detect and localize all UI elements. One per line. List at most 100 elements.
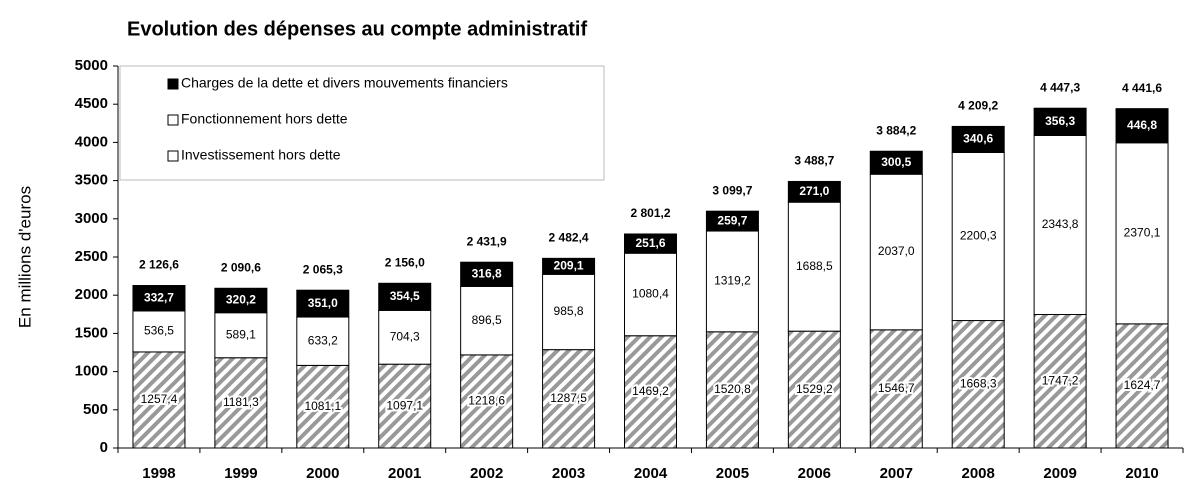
value-label: 351,0 (308, 296, 338, 310)
value-label: 1668,3 (960, 376, 997, 390)
x-tick-label: 2004 (634, 465, 668, 482)
total-label: 3 099,7 (712, 183, 752, 197)
value-label: 1520,8 (714, 382, 751, 396)
y-tick-label: 4500 (75, 95, 108, 112)
value-label: 1529,2 (796, 382, 833, 396)
legend-label: Fonctionnement hors dette (181, 111, 348, 127)
bar-segment (214, 287, 268, 314)
x-tick-label: 2002 (470, 465, 503, 482)
bar-segment (951, 320, 1005, 449)
value-label: 2037,0 (878, 244, 915, 258)
x-tick-label: 1998 (142, 465, 175, 482)
value-label: 1081,1 (304, 399, 341, 413)
value-label: 896,5 (472, 313, 502, 327)
bar-segment (378, 363, 432, 449)
y-tick-label: 4000 (75, 133, 108, 150)
total-label: 4 209,2 (958, 99, 998, 113)
value-label: 271,0 (799, 184, 829, 198)
value-label: 446,8 (1127, 118, 1157, 132)
value-label: 354,5 (390, 289, 420, 303)
x-tick-label: 2003 (552, 465, 585, 482)
value-label: 536,5 (144, 324, 174, 338)
y-tick-label: 1000 (75, 363, 108, 380)
chart-title: Evolution des dépenses au compte adminis… (127, 18, 587, 40)
x-tick-label: 2005 (716, 465, 749, 482)
bar-segment (214, 312, 268, 359)
bar-segment (378, 282, 432, 311)
bar-segment (624, 335, 677, 449)
legend-box (119, 65, 605, 181)
legend-swatch (167, 150, 179, 162)
total-label: 3 884,2 (876, 123, 916, 137)
value-label: 1097,1 (386, 398, 423, 412)
value-label: 300,5 (881, 155, 911, 169)
value-label: 985,8 (554, 304, 584, 318)
value-label: 1469,2 (632, 384, 669, 398)
legend-swatch (167, 114, 179, 126)
total-label: 2 482,4 (549, 231, 589, 245)
bar-segment (378, 309, 432, 365)
value-label: 316,8 (472, 266, 502, 280)
bar-segment (460, 354, 514, 449)
bar-segment (460, 285, 514, 356)
y-tick-label: 2000 (75, 286, 108, 303)
y-tick-label: 1500 (75, 324, 108, 341)
value-label: 2370,1 (1124, 226, 1161, 240)
bar-segment (296, 316, 350, 366)
value-label: 2200,3 (960, 229, 997, 243)
value-label: 1257,4 (141, 392, 178, 406)
bar-segment (624, 233, 677, 254)
x-tick-label: 2009 (1043, 465, 1076, 482)
value-label: 320,2 (226, 293, 256, 307)
y-tick-label: 2500 (75, 248, 108, 265)
bar-segment (214, 357, 268, 449)
bar-segment (132, 285, 186, 312)
value-label: 1080,4 (632, 287, 669, 301)
value-label: 704,3 (390, 329, 420, 343)
x-tick-label: 1999 (224, 465, 257, 482)
total-label: 2 156,0 (385, 255, 425, 269)
value-label: 259,7 (717, 213, 747, 227)
bar-segment (787, 201, 841, 332)
value-label: 1747,2 (1042, 373, 1079, 387)
legend-label: Investissement hors dette (181, 147, 341, 163)
bar-segment (542, 349, 596, 449)
bar-segment (542, 257, 596, 275)
total-label: 2 090,6 (221, 260, 261, 274)
bar-segment (296, 364, 350, 449)
total-label: 2 431,9 (467, 234, 507, 248)
value-label: 1624,7 (1124, 378, 1161, 392)
total-label: 4 441,6 (1122, 81, 1162, 95)
x-tick-label: 2006 (798, 465, 831, 482)
value-label: 589,1 (226, 327, 256, 341)
x-tick-label: 2007 (880, 465, 913, 482)
bar-segment (869, 150, 923, 175)
value-label: 1688,5 (796, 259, 833, 273)
bar-segment (869, 173, 923, 331)
value-label: 356,3 (1045, 114, 1075, 128)
value-label: 1218,6 (468, 394, 505, 408)
y-tick-label: 3000 (75, 210, 108, 227)
total-label: 2 801,2 (630, 206, 670, 220)
total-label: 4 447,3 (1040, 80, 1080, 94)
bar-segment (1115, 108, 1169, 144)
value-label: 251,6 (635, 236, 665, 250)
bar-segment (705, 210, 759, 232)
bar-segment (1033, 314, 1087, 449)
bar-segment (132, 351, 186, 449)
bar-segment (787, 180, 841, 203)
total-label: 2 065,3 (303, 262, 343, 276)
value-label: 2343,8 (1042, 217, 1079, 231)
bar-segment (1033, 107, 1087, 136)
bar-segment (460, 261, 514, 287)
total-label: 2 126,6 (139, 258, 179, 272)
bar-segment (787, 330, 841, 449)
legend-swatch (167, 78, 179, 90)
value-label: 1181,3 (223, 395, 259, 409)
y-tick-label: 3500 (75, 172, 108, 189)
x-tick-label: 2001 (388, 465, 421, 482)
y-tick-label: 0 (100, 439, 108, 456)
value-label: 332,7 (144, 290, 174, 304)
x-tick-label: 2010 (1125, 465, 1158, 482)
